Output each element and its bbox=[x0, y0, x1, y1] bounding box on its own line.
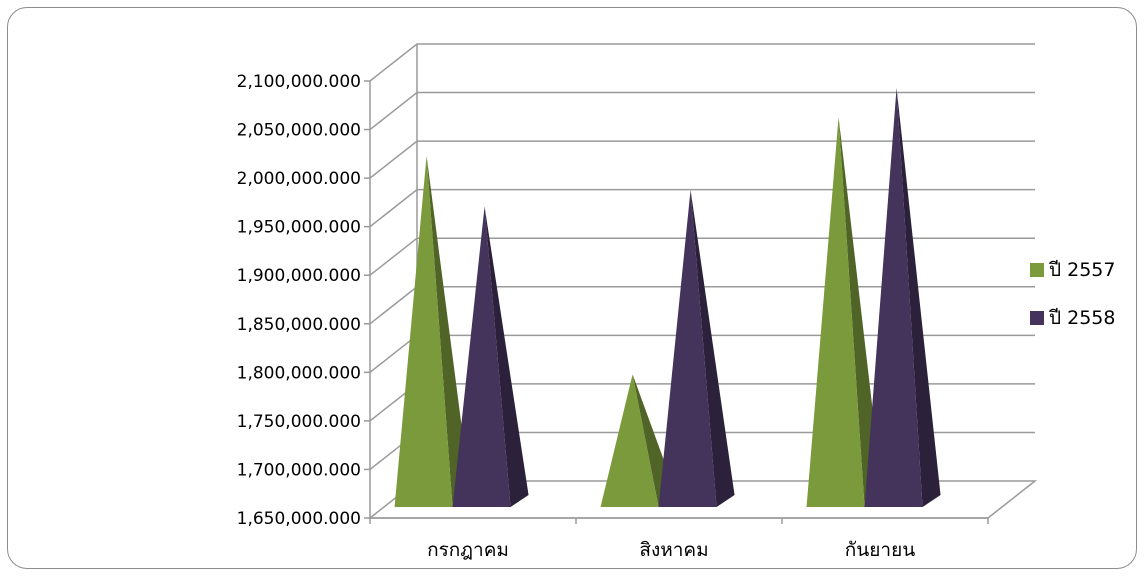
legend-label: ปี 2557 bbox=[1048, 259, 1115, 281]
x-category-label: กรกฎาคม bbox=[427, 539, 509, 561]
y-tick-label: 2,000,000.000 bbox=[237, 169, 361, 189]
x-axis-labels: กรกฎาคม สิงหาคม กันยายน bbox=[427, 539, 915, 561]
pyramid-2558-2 bbox=[864, 87, 941, 507]
pyramid-side bbox=[426, 155, 471, 508]
gridline bbox=[369, 43, 1035, 82]
x-category-label: สิงหาคม bbox=[639, 539, 708, 561]
y-tick-label: 1,650,000.000 bbox=[237, 509, 361, 529]
gridline bbox=[369, 140, 1035, 179]
pyramid-front bbox=[452, 206, 511, 507]
y-tick-label: 1,700,000.000 bbox=[237, 460, 361, 480]
y-tick-label: 1,850,000.000 bbox=[237, 315, 361, 335]
legend-swatch bbox=[1030, 311, 1044, 325]
legend-swatch bbox=[1030, 263, 1044, 277]
y-tick-label: 2,050,000.000 bbox=[237, 121, 361, 141]
y-tick-label: 1,750,000.000 bbox=[237, 412, 361, 432]
gridline bbox=[369, 188, 1035, 228]
legend: ปี 2557 ปี 2558 bbox=[1030, 259, 1115, 329]
pyramid-front bbox=[600, 374, 659, 507]
pyramid-2557-0 bbox=[394, 155, 471, 508]
y-tick-label: 1,800,000.000 bbox=[237, 363, 361, 383]
pyramid-front bbox=[394, 155, 453, 508]
y-axis-ticks: 1,650,000.000 1,700,000.000 1,750,000.000 1… bbox=[237, 72, 989, 529]
gridline bbox=[369, 91, 1035, 131]
pyramid-side bbox=[896, 87, 941, 507]
pyramid-2558-1 bbox=[658, 189, 735, 508]
legend-label: ปี 2558 bbox=[1048, 307, 1115, 329]
pyramid-front bbox=[658, 189, 717, 508]
chart-frame bbox=[7, 7, 1137, 569]
y-tick-label: 2,100,000.000 bbox=[237, 72, 361, 92]
pyramid-front bbox=[806, 116, 865, 507]
pyramid-side bbox=[838, 116, 883, 507]
pyramid-2557-2 bbox=[806, 116, 883, 507]
pyramid-front bbox=[864, 87, 923, 507]
x-category-label: กันยายน bbox=[845, 539, 915, 561]
pyramid-2558-0 bbox=[452, 206, 529, 507]
pyramid-side bbox=[484, 206, 529, 507]
pyramids bbox=[394, 87, 941, 508]
pyramid-side bbox=[690, 189, 735, 508]
y-tick-label: 1,900,000.000 bbox=[237, 266, 361, 286]
y-tick-label: 1,950,000.000 bbox=[237, 218, 361, 238]
gridline bbox=[369, 237, 1035, 276]
